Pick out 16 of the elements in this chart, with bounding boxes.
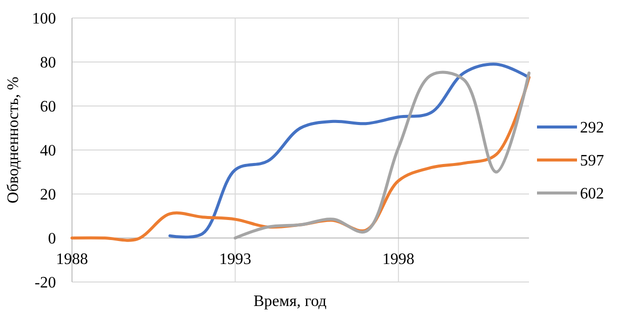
y-tick-label: 100	[32, 10, 56, 28]
legend-label: 602	[580, 186, 604, 203]
x-axis-title: Время, год	[253, 293, 327, 310]
y-tick-label: 0	[48, 230, 56, 248]
y-tick-label: 20	[40, 186, 56, 204]
legend-label: 292	[580, 120, 604, 137]
y-axis-title: Обводненность, %	[5, 76, 22, 204]
x-tick-label: 1998	[382, 251, 414, 268]
y-tick-label: -20	[34, 274, 56, 292]
y-tick-label: 60	[40, 98, 56, 116]
legend-label: 597	[580, 152, 604, 170]
x-tick-label: 1988	[56, 251, 88, 268]
x-tick-label: 1993	[219, 251, 252, 268]
line-series	[234, 70, 530, 240]
y-tick-label: 40	[40, 142, 56, 160]
y-tick-label: 80	[40, 54, 56, 72]
